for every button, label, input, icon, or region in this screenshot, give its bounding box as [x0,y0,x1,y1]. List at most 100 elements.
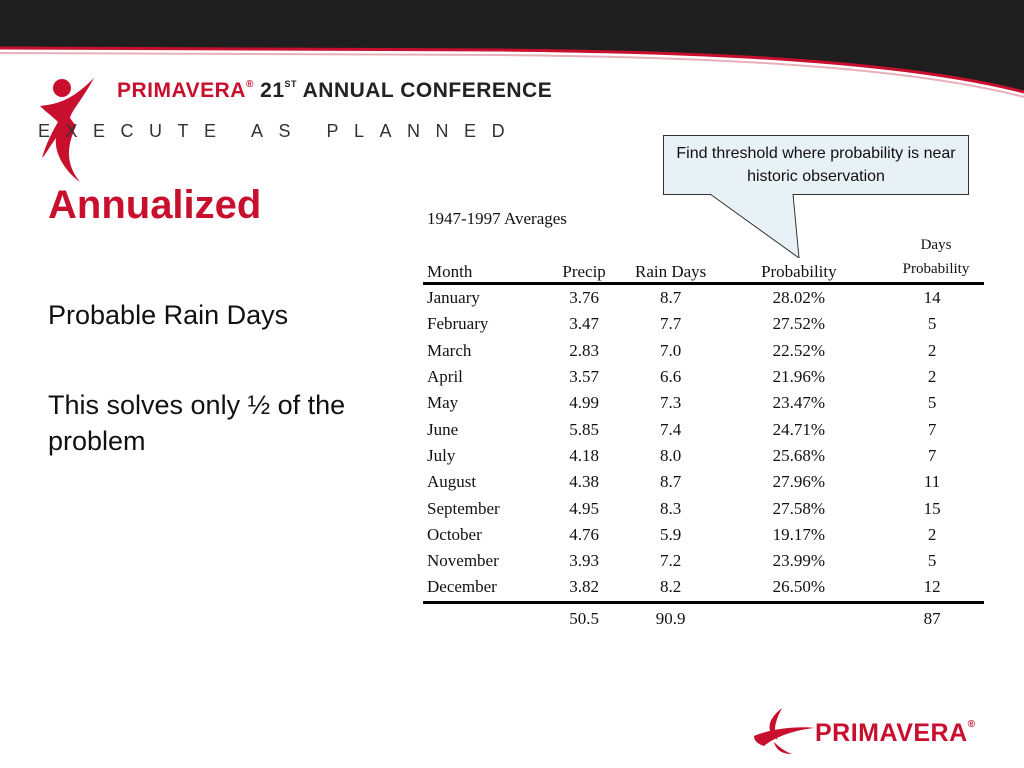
cell-precip: 4.38 [569,472,599,492]
table-row: January 3.76 8.7 28.02% 14 [423,284,984,312]
totals-label-cell [423,602,544,634]
cell-month: November [427,551,499,571]
cell-rain-days: 8.7 [660,288,682,308]
cell-month: October [427,524,482,544]
column-header-month: Month [427,262,473,281]
conference-title: PRIMAVERA® 21ST ANNUAL CONFERENCE [117,79,552,103]
table-row: October 4.76 5.9 19.17% 2 [423,522,984,548]
cell-probability: 27.58% [772,498,826,518]
column-header-precip: Precip [562,262,606,281]
cell-days-probability: 5 [927,314,937,334]
cell-month: March [427,340,472,360]
cell-days-probability: 7 [927,419,937,439]
cell-days-probability: 12 [923,577,941,597]
table-row: February 3.47 7.7 27.52% 5 [423,311,984,337]
cell-days-probability: 2 [927,524,937,544]
cell-precip: 4.76 [569,524,599,544]
table-row: August 4.38 8.7 27.96% 11 [423,469,984,495]
table-header-row: Month Precip Rain Days Probability [423,258,984,284]
running-person-logo-icon [40,78,94,182]
cell-rain-days: 7.0 [660,340,682,360]
cell-probability: 23.47% [772,393,826,413]
cell-probability: 27.52% [772,314,826,334]
cell-precip: 4.95 [569,498,599,518]
footer-registered-mark: ® [967,719,976,730]
conference-ordinal: ST [284,79,298,89]
cell-precip: 5.85 [569,419,599,439]
footer-brand: PRIMAVERA® [815,719,976,748]
cell-probability: 19.17% [772,524,826,544]
cell-rain-days: 8.7 [660,472,682,492]
cell-probability: 23.99% [772,551,826,571]
slide-title: Annualized [48,183,262,227]
cell-month: July [427,445,456,465]
cell-month: August [427,472,477,492]
cell-days-probability: 11 [923,472,941,492]
cell-month: June [427,419,459,439]
callout-pointer [709,193,800,258]
cell-precip: 4.99 [569,393,599,413]
days-probability-header-line1: Days [920,237,952,253]
column-header-days-probability [880,258,984,284]
table-caption: 1947-1997 Averages [427,209,567,228]
cell-days-probability: 14 [923,288,941,308]
table-row: April 3.57 6.6 21.96% 2 [423,364,984,390]
total-probability-cell [717,602,880,634]
cell-precip: 3.82 [569,577,599,597]
total-rain-days: 90.9 [655,608,686,628]
cell-probability: 21.96% [772,367,826,387]
cell-probability: 26.50% [772,577,826,597]
cell-month: December [427,577,497,597]
total-precip: 50.5 [569,608,599,628]
cell-days-probability: 5 [927,551,937,571]
cell-probability: 24.71% [772,419,826,439]
cell-rain-days: 5.9 [660,524,682,544]
cell-month: May [427,393,459,413]
cell-probability: 25.68% [772,445,826,465]
cell-month: January [427,288,480,308]
bullet-probable-rain-days: Probable Rain Days [48,300,289,330]
table-row: September 4.95 8.3 27.58% 15 [423,495,984,521]
cell-probability: 28.02% [772,288,826,308]
cell-days-probability: 5 [927,393,937,413]
column-header-rain-days: Rain Days [635,262,707,281]
conference-brand: PRIMAVERA [117,79,246,102]
cell-month: April [427,367,463,387]
table-row: March 2.83 7.0 22.52% 2 [423,338,984,364]
bullet-solves-half: This solves only ½ of the problem [48,390,346,456]
cell-precip: 4.18 [569,445,599,465]
tagline: EXECUTE AS PLANNED [38,121,521,141]
cell-rain-days: 8.3 [660,498,682,518]
days-probability-header: Days Probability [888,233,984,281]
column-header-probability: Probability [761,262,837,281]
cell-rain-days: 7.7 [660,314,682,334]
header-band [0,0,1024,98]
conference-number: 21 [260,79,285,102]
swoosh-logo-icon [754,708,814,754]
cell-days-probability: 2 [927,340,937,360]
cell-days-probability: 15 [923,498,941,518]
table-row: May 4.99 7.3 23.47% 5 [423,390,984,416]
days-probability-header-line2: Probability [902,261,970,277]
table-row: December 3.82 8.2 26.50% 12 [423,574,984,603]
table-row: November 3.93 7.2 23.99% 5 [423,548,984,574]
conference-name: ANNUAL CONFERENCE [302,79,553,102]
cell-rain-days: 6.6 [660,367,682,387]
cell-precip: 3.76 [569,288,599,308]
cell-month: February [427,314,489,334]
cell-precip: 3.93 [569,551,599,571]
cell-precip: 2.83 [569,340,599,360]
cell-precip: 3.47 [569,314,599,334]
cell-rain-days: 8.0 [660,445,682,465]
registered-mark: ® [245,79,254,90]
cell-days-probability: 2 [927,367,937,387]
cell-rain-days: 7.2 [660,551,682,571]
total-days-probability: 87 [923,608,941,628]
cell-probability: 27.96% [772,472,826,492]
cell-rain-days: 7.3 [660,393,682,413]
table-row: July 4.18 8.0 25.68% 7 [423,443,984,469]
cell-rain-days: 7.4 [660,419,682,439]
footer-brand-name: PRIMAVERA [815,719,968,747]
cell-precip: 3.57 [569,367,599,387]
cell-rain-days: 8.2 [660,577,682,597]
